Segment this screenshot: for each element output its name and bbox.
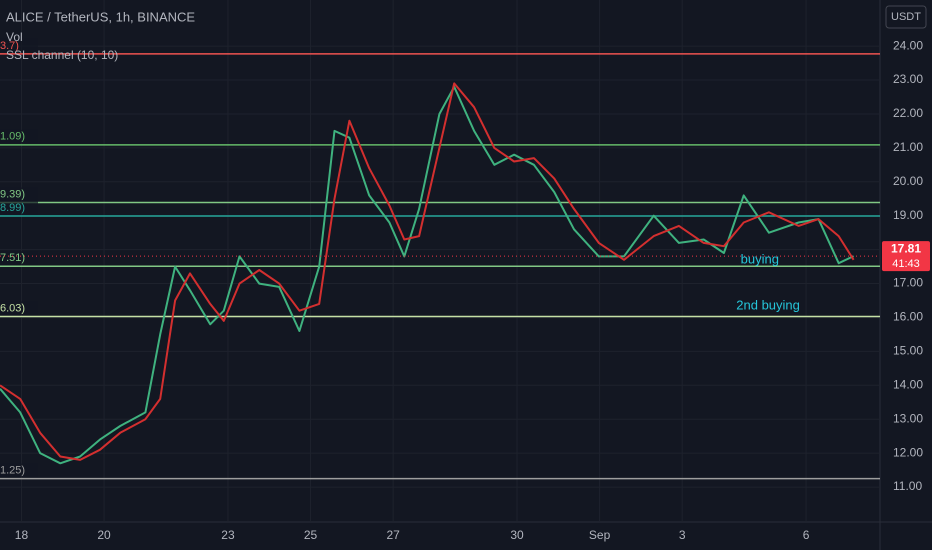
y-tick-label: 23.00 (893, 72, 923, 86)
level-label: 6.03) (0, 302, 25, 314)
x-tick-label: 25 (304, 528, 318, 542)
currency-button[interactable] (885, 5, 927, 29)
y-tick-label: 11.00 (893, 479, 922, 493)
level-label-bg (0, 251, 38, 265)
x-tick-label: 6 (803, 528, 810, 542)
level-label-bg (0, 187, 38, 201)
indicator-label: Vol (6, 30, 23, 44)
last-price-box (882, 241, 930, 272)
indicator-label: SSL channel (10, 10) (6, 48, 118, 62)
level-label: 3.7) (0, 40, 19, 52)
y-tick-label: 24.00 (893, 38, 923, 52)
x-tick-label: Sep (589, 528, 611, 542)
level-label: 1.09) (0, 131, 25, 143)
y-tick-label: 14.00 (893, 377, 923, 391)
y-tick-label: 21.00 (893, 140, 923, 154)
x-tick-label: 18 (15, 528, 29, 542)
chart-title: ALICE / TetherUS, 1h, BINANCE (6, 9, 195, 24)
annotation: buying (741, 252, 779, 267)
countdown-label: 41:43 (892, 258, 920, 270)
x-tick-label: 3 (679, 528, 686, 542)
level-label: 7.51) (0, 252, 25, 264)
currency[interactable]: USDT (891, 11, 921, 23)
last-price-label: 17.81 (891, 241, 921, 255)
annotation: 2nd buying (736, 298, 800, 313)
level-label: 8.99) (0, 202, 25, 214)
level-label-bg (0, 38, 38, 52)
y-tick-label: 13.00 (893, 411, 923, 425)
level-label-bg (0, 463, 38, 477)
x-tick-label: 30 (510, 528, 524, 542)
y-tick-label: 12.00 (893, 445, 923, 459)
x-tick-label: 27 (386, 528, 400, 542)
level-label: 9.39) (0, 188, 25, 200)
y-tick-label: 19.00 (893, 208, 923, 222)
x-tick-label: 20 (97, 528, 111, 542)
series-line (0, 82, 855, 461)
y-tick-label: 15.00 (893, 344, 923, 358)
level-label-bg (0, 129, 38, 143)
y-tick-label: 22.00 (893, 106, 923, 120)
level-label-bg (0, 301, 38, 315)
y-tick-label: 16.00 (893, 310, 923, 324)
y-tick-label: 20.00 (893, 174, 923, 188)
level-label: 1.25) (0, 464, 25, 476)
y-tick-label: 17.00 (893, 276, 923, 290)
x-tick-label: 23 (221, 528, 235, 542)
level-label-bg (0, 201, 38, 215)
